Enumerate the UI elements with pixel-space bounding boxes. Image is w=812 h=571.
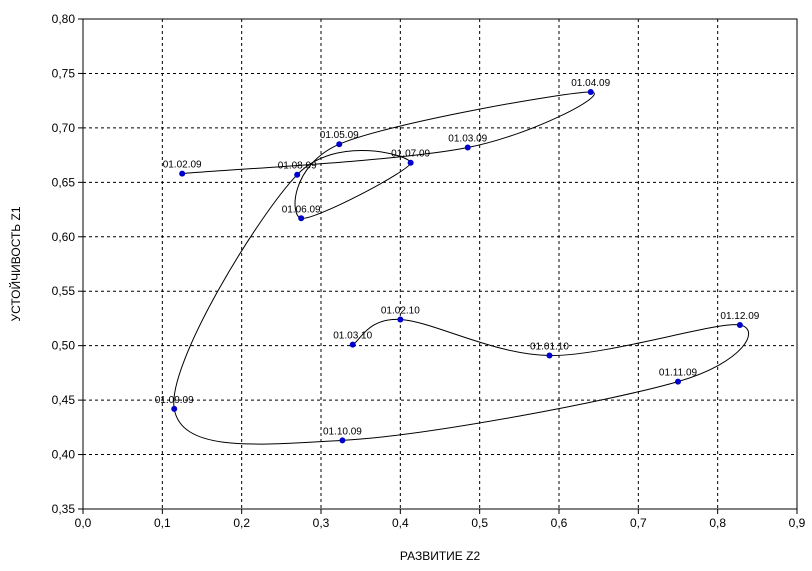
x-tick-label: 0,5: [471, 516, 488, 530]
x-tick-label: 0,2: [233, 516, 250, 530]
y-tick-label: 0,55: [52, 284, 76, 298]
y-tick-label: 0,75: [52, 66, 76, 80]
x-tick-label: 0,0: [75, 516, 92, 530]
data-point-label: 01.08.09: [278, 161, 317, 172]
y-tick-label: 0,70: [52, 121, 76, 135]
data-point: [736, 321, 743, 328]
data-point-label: 01.01.10: [530, 341, 569, 352]
trajectory-line: [173, 91, 750, 445]
data-point: [298, 215, 305, 222]
data-point-label: 01.02.10: [381, 306, 420, 317]
data-point: [336, 141, 343, 148]
data-point: [179, 170, 186, 177]
y-tick-label: 0,60: [52, 230, 76, 244]
x-tick-label: 0,8: [709, 516, 726, 530]
y-tick-label: 0,45: [52, 393, 76, 407]
data-point-label: 01.04.09: [571, 78, 610, 89]
data-point: [546, 352, 553, 359]
data-point-label: 01.07.09: [391, 149, 430, 160]
y-axis-title: УСТОЙЧИВОСТЬ Z1: [8, 206, 23, 321]
x-tick-label: 0,6: [551, 516, 568, 530]
data-point-label: 01.09.09: [155, 395, 194, 406]
data-point: [407, 159, 414, 166]
y-axis-ticks: 0,35 0,40 0,45 0,50 0,55 0,60 0,65 0,70 0,75 0,80: [52, 12, 83, 516]
data-point-label: 01.10.09: [323, 426, 362, 437]
x-axis-title: РАЗВИТИЕ Z2: [400, 549, 481, 563]
data-point-label: 01.06.09: [282, 204, 321, 215]
data-point: [339, 437, 346, 444]
y-tick-label: 0,80: [52, 12, 76, 26]
data-point: [397, 316, 404, 323]
data-point-label: 01.11.09: [659, 368, 698, 379]
x-axis-ticks: 0,0 0,1 0,2 0,3 0,4 0,5 0,6 0,7 0,8 0,9: [75, 509, 806, 530]
y-tick-label: 0,35: [52, 502, 76, 516]
data-point-label: 01.03.10: [333, 331, 372, 342]
y-tick-label: 0,40: [52, 448, 76, 462]
data-point: [171, 405, 178, 412]
x-tick-label: 0,3: [313, 516, 330, 530]
data-point-label: 01.12.09: [720, 311, 759, 322]
x-tick-label: 0,9: [789, 516, 806, 530]
data-points: 01.02.09 01.03.09 01.04.09 01.05.09 01.06.09…: [155, 78, 760, 444]
data-point-label: 01.05.09: [320, 130, 359, 141]
data-point: [294, 171, 301, 178]
data-point-label: 01.03.09: [448, 133, 487, 144]
data-point: [675, 378, 681, 385]
y-tick-label: 0,50: [52, 339, 76, 353]
x-tick-label: 0,7: [630, 516, 647, 530]
x-tick-label: 0,4: [392, 516, 409, 530]
data-point: [587, 88, 594, 95]
data-point: [349, 341, 356, 348]
plot-area-frame: [82, 18, 798, 510]
data-point: [464, 144, 471, 151]
grid-lines: [83, 19, 797, 509]
data-point-label: 01.02.09: [163, 160, 202, 171]
x-tick-label: 0,1: [154, 516, 171, 530]
y-tick-label: 0,65: [52, 175, 76, 189]
